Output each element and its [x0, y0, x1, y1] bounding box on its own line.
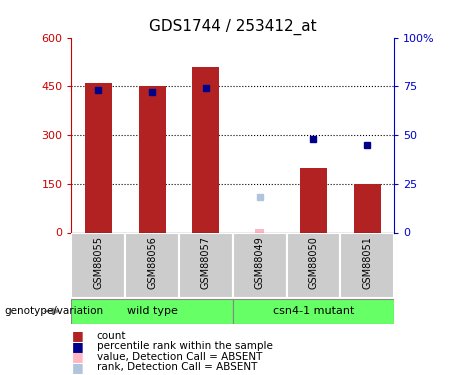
Bar [233, 232, 287, 298]
Bar [139, 86, 165, 232]
Text: GSM88049: GSM88049 [254, 236, 265, 288]
Text: ■: ■ [71, 329, 83, 342]
Text: genotype/variation: genotype/variation [5, 306, 104, 316]
Bar [354, 184, 381, 232]
Text: GSM88057: GSM88057 [201, 236, 211, 289]
Text: wild type: wild type [127, 306, 177, 316]
Bar [71, 298, 233, 324]
Bar [255, 229, 265, 232]
Text: GSM88056: GSM88056 [147, 236, 157, 289]
Text: GSM88051: GSM88051 [362, 236, 372, 289]
Bar [300, 168, 327, 232]
Text: GSM88050: GSM88050 [308, 236, 319, 289]
Bar [287, 232, 340, 298]
Text: percentile rank within the sample: percentile rank within the sample [97, 341, 273, 351]
Text: value, Detection Call = ABSENT: value, Detection Call = ABSENT [97, 352, 262, 362]
Text: count: count [97, 331, 126, 340]
Bar [125, 232, 179, 298]
Title: GDS1744 / 253412_at: GDS1744 / 253412_at [149, 18, 317, 35]
Text: GSM88055: GSM88055 [93, 236, 103, 289]
Text: ■: ■ [71, 340, 83, 352]
Bar [179, 232, 233, 298]
Text: rank, Detection Call = ABSENT: rank, Detection Call = ABSENT [97, 362, 257, 372]
Bar [340, 232, 394, 298]
Text: ■: ■ [71, 361, 83, 374]
Bar [85, 83, 112, 232]
Text: csn4-1 mutant: csn4-1 mutant [273, 306, 354, 316]
Text: ■: ■ [71, 350, 83, 363]
Bar [233, 298, 394, 324]
Bar [71, 232, 125, 298]
Bar [193, 67, 219, 232]
